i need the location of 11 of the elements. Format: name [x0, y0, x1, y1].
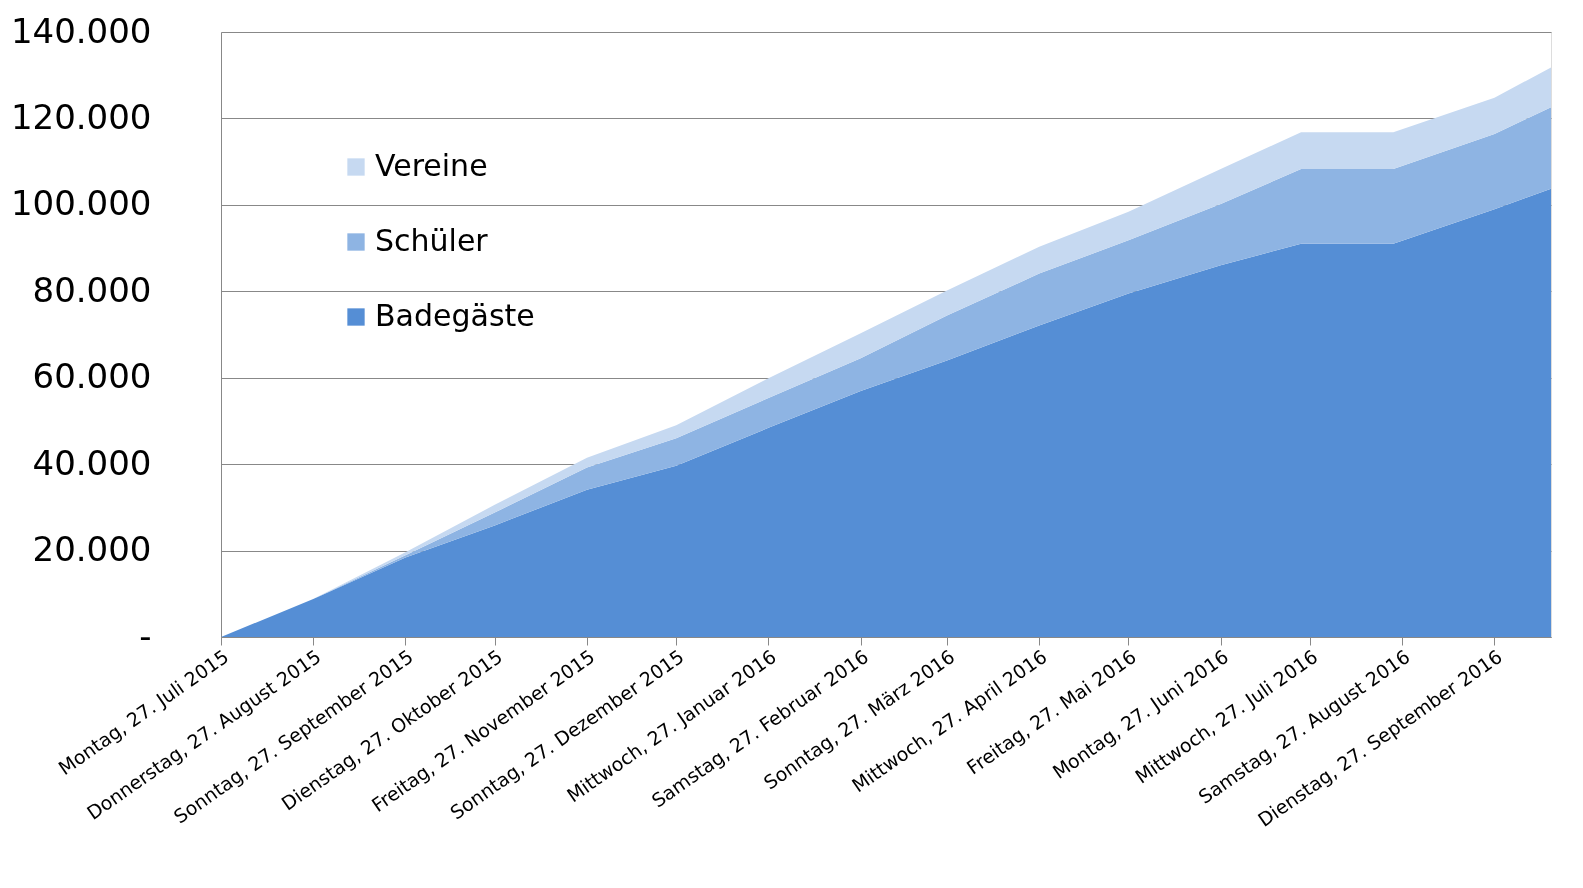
y-tick-label: 140.000: [10, 10, 152, 51]
y-tick-label: 20.000: [32, 529, 152, 570]
y-tick-label: 40.000: [32, 442, 152, 483]
y-tick-label: 120.000: [10, 96, 152, 137]
y-tick-label: 80.000: [32, 269, 152, 310]
y-tick-label: 60.000: [32, 356, 152, 397]
legend-label: Schüler: [375, 223, 489, 258]
legend-label: Badegäste: [375, 298, 535, 333]
y-tick-label: -: [139, 615, 152, 656]
legend-label: Vereine: [375, 148, 488, 183]
y-tick-label: 100.000: [10, 183, 152, 224]
